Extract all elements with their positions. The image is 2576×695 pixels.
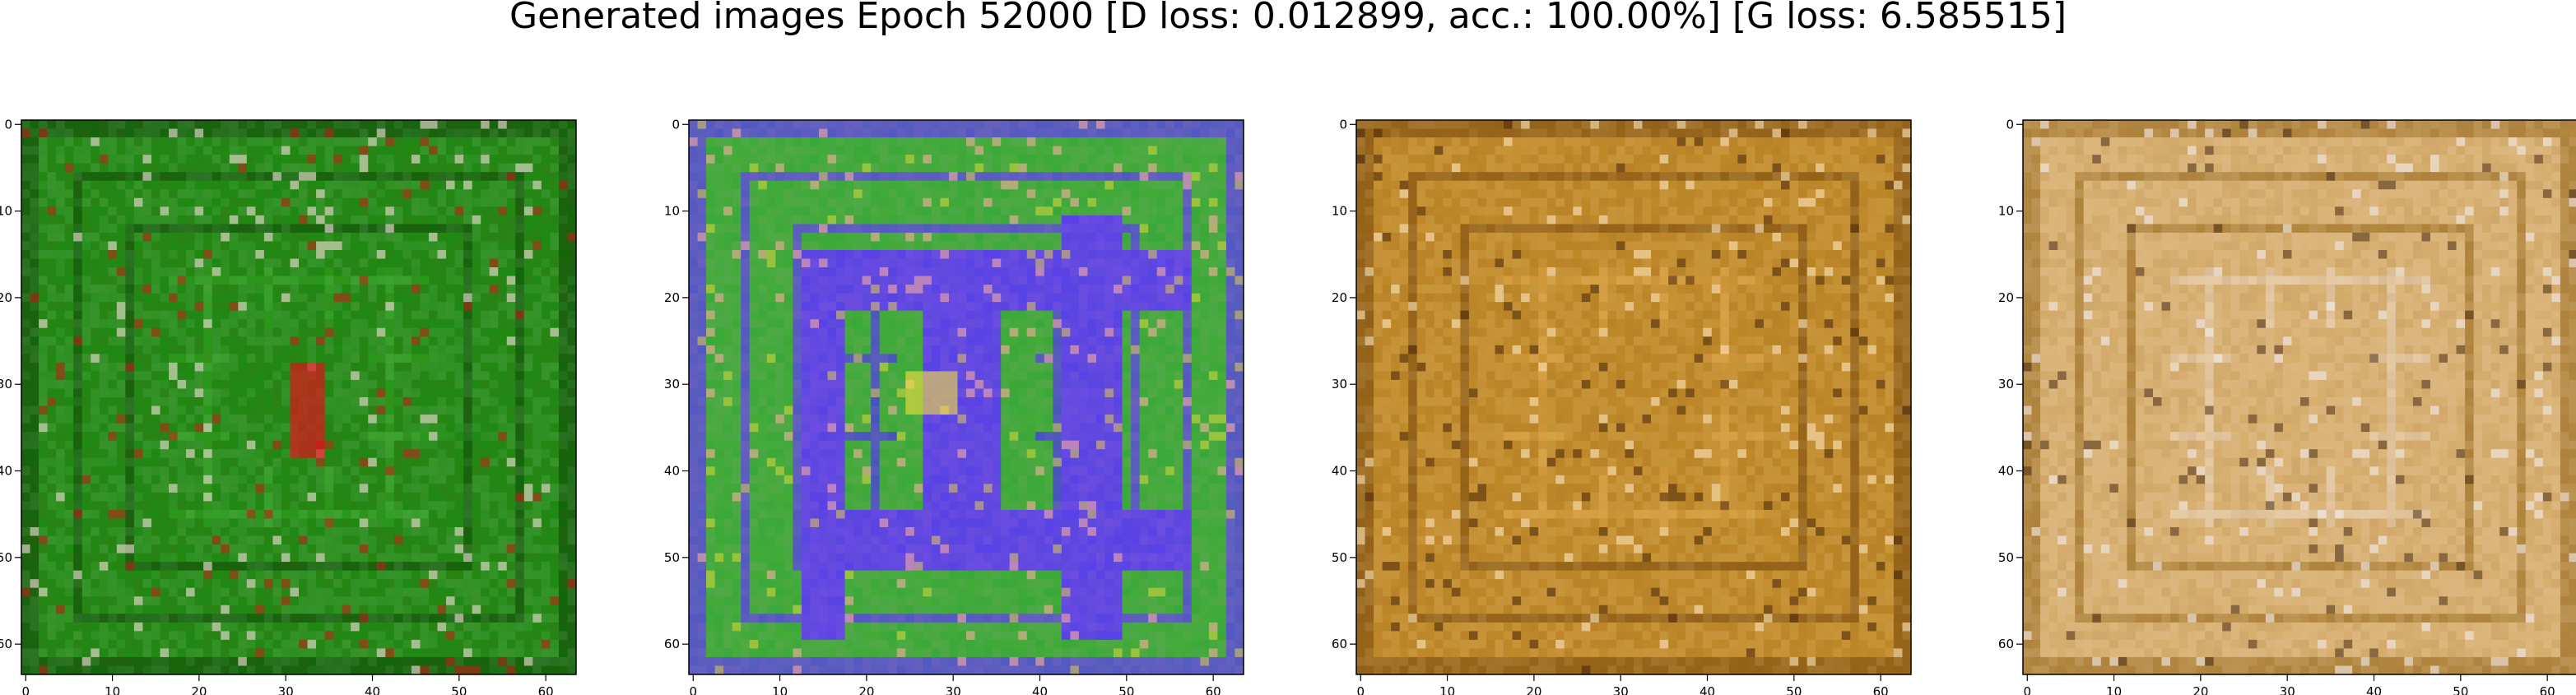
y-tick-label: 40 (664, 464, 680, 479)
y-tick-label: 30 (1998, 377, 2014, 392)
y-tick-label: 30 (664, 377, 680, 392)
x-tick-label: 60 (1873, 684, 1889, 695)
x-tick-label: 40 (1032, 684, 1048, 695)
x-tick-label: 30 (278, 684, 294, 695)
x-tick-label: 50 (2453, 684, 2468, 695)
x-tick-label: 30 (2280, 684, 2295, 695)
y-tick-label: 40 (1332, 464, 1347, 479)
y-tick-label: 50 (664, 550, 680, 565)
image-pixels (1356, 120, 1912, 675)
x-tick-label: 10 (772, 684, 788, 695)
image-panel-4: 0 10 20 30 40 50 60 0 10 20 30 40 50 60 (1998, 117, 2576, 695)
y-tick-label: 0 (672, 117, 680, 132)
x-tick-label: 20 (191, 684, 207, 695)
y-tick-label: 30 (0, 377, 12, 392)
figure-title: Generated images Epoch 52000 [D loss: 0.… (509, 0, 2067, 37)
x-tick-label: 60 (2540, 684, 2555, 695)
x-tick-label: 40 (1700, 684, 1715, 695)
image-panel-1: 0 10 20 30 40 50 60 0 10 20 30 40 50 60 (0, 117, 577, 695)
x-tick-label: 60 (1206, 684, 1221, 695)
x-tick-label: 50 (1118, 684, 1134, 695)
x-tick-label: 0 (689, 684, 697, 695)
y-tick-label: 10 (1332, 204, 1347, 219)
axes-frame (1355, 119, 1912, 675)
y-tick-label: 60 (1332, 637, 1347, 651)
y-tick-label: 20 (1332, 290, 1347, 305)
y-tick-label: 20 (0, 290, 12, 305)
y-tick-label: 0 (2006, 117, 2014, 132)
image-panel-2: 0 10 20 30 40 50 60 0 10 20 30 40 50 60 (664, 117, 1244, 695)
axes-frame (688, 119, 1244, 675)
y-tick-label: 50 (1998, 550, 2014, 565)
x-tick-label: 20 (1526, 684, 1541, 695)
x-tick-label: 0 (21, 684, 30, 695)
y-tick-label: 60 (0, 637, 12, 651)
image-pixels (21, 120, 577, 675)
x-tick-label: 30 (946, 684, 961, 695)
x-tick-label: 50 (1786, 684, 1802, 695)
y-tick-label: 0 (1339, 117, 1347, 132)
x-tick-label: 10 (2106, 684, 2122, 695)
y-tick-label: 50 (0, 550, 12, 565)
image-pixels (689, 120, 1244, 675)
y-tick-label: 20 (1998, 290, 2014, 305)
y-tick-label: 40 (1998, 464, 2014, 479)
y-tick-label: 60 (1998, 637, 2014, 651)
y-tick-label: 10 (1998, 204, 2014, 219)
y-tick-label: 40 (0, 464, 12, 479)
y-tick-label: 30 (1332, 377, 1347, 392)
x-tick-label: 20 (2192, 684, 2208, 695)
y-tick-label: 20 (664, 290, 680, 305)
x-tick-label: 20 (858, 684, 874, 695)
x-tick-label: 30 (1613, 684, 1629, 695)
image-pixels (2023, 120, 2576, 675)
x-tick-label: 10 (1439, 684, 1455, 695)
y-tick-label: 60 (664, 637, 680, 651)
image-panel-3: 0 10 20 30 40 50 60 0 10 20 30 40 50 60 (1332, 117, 1912, 695)
x-tick-label: 60 (538, 684, 554, 695)
axes-frame (2022, 119, 2576, 675)
x-tick-label: 0 (1356, 684, 1365, 695)
y-tick-label: 10 (0, 204, 12, 219)
x-tick-label: 40 (2366, 684, 2382, 695)
y-tick-label: 10 (664, 204, 680, 219)
y-tick-label: 0 (4, 117, 12, 132)
axes-frame (21, 119, 577, 675)
x-tick-label: 40 (365, 684, 380, 695)
x-tick-label: 10 (105, 684, 120, 695)
x-tick-label: 0 (2023, 684, 2031, 695)
y-tick-label: 50 (1332, 550, 1347, 565)
x-tick-label: 50 (451, 684, 467, 695)
